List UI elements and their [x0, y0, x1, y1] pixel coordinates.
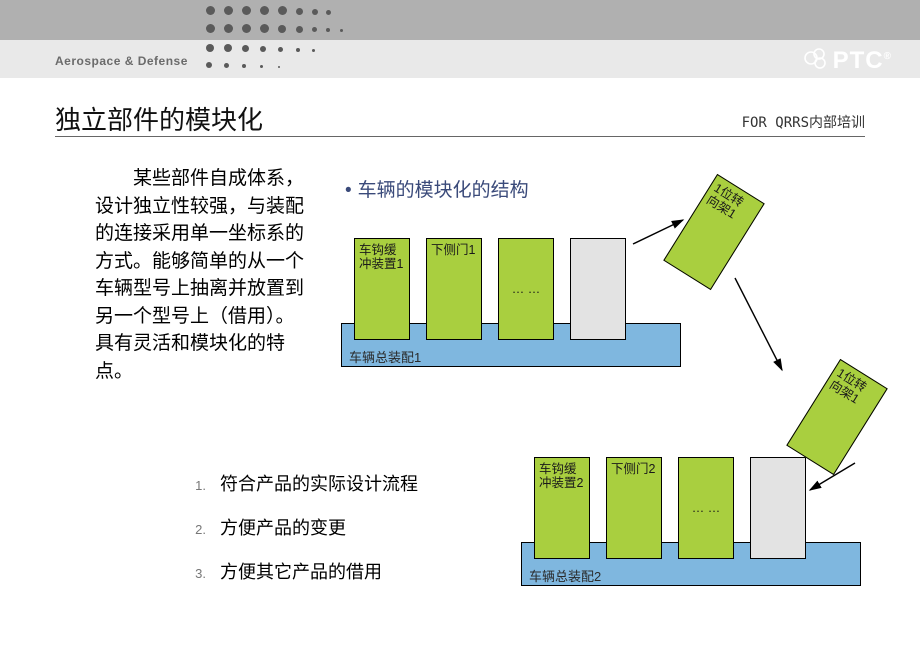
page-title: 独立部件的模块化	[55, 100, 263, 137]
module-slot	[570, 238, 626, 340]
brand-logo: PTC®	[803, 46, 892, 77]
module-slot	[750, 457, 806, 559]
list-item: 2.方便产品的变更	[180, 514, 418, 540]
top-banner	[0, 0, 920, 40]
module-block: 车钩缓冲装置1	[354, 238, 410, 340]
module-block: 车钩缓冲装置2	[534, 457, 590, 559]
assembly-base-label: 车辆总装配1	[349, 347, 421, 366]
title-rule	[55, 136, 865, 137]
list-item: 3.方便其它产品的借用	[180, 558, 418, 584]
assembly-base-label: 车辆总装配2	[529, 566, 601, 585]
ptc-logo-icon	[803, 46, 829, 77]
diagram-title: •车辆的模块化的结构	[345, 175, 529, 202]
module-block: 下侧门1	[426, 238, 482, 340]
list-item: 1.符合产品的实际设计流程	[180, 470, 418, 496]
numbered-list: 1.符合产品的实际设计流程 2.方便产品的变更 3.方便其它产品的借用	[180, 470, 418, 602]
header-tag: FOR QRRS内部培训	[742, 112, 865, 132]
list-item-text: 方便产品的变更	[220, 518, 346, 538]
brand-text: PTC	[833, 47, 884, 74]
list-item-text: 方便其它产品的借用	[220, 562, 382, 582]
module-block-tilted: 1位转向架1	[663, 174, 765, 290]
module-block: … …	[498, 238, 554, 340]
module-block: 下侧门2	[606, 457, 662, 559]
list-item-text: 符合产品的实际设计流程	[220, 474, 418, 494]
subbrand-text: Aerospace & Defense	[55, 54, 188, 68]
module-block: … …	[678, 457, 734, 559]
body-paragraph: 某些部件自成体系，设计独立性较强，与装配的连接采用单一坐标系的方式。能够简单的从…	[95, 165, 310, 385]
